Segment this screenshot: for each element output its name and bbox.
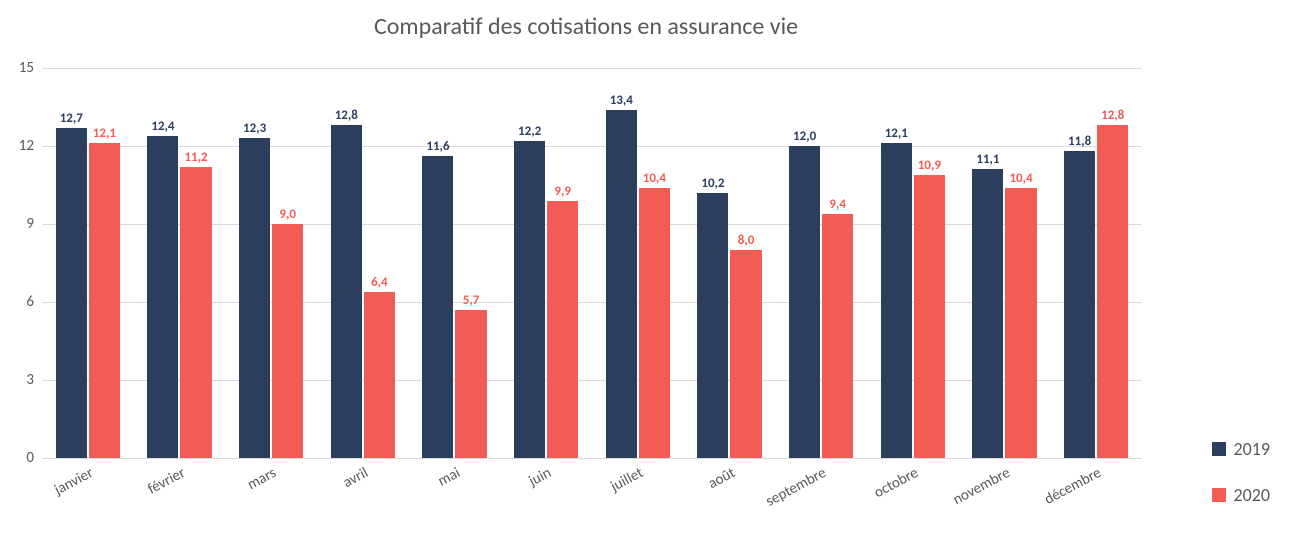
x-tick-label: février — [144, 464, 188, 499]
x-tick-label: janvier — [51, 464, 96, 499]
data-label: 10,9 — [918, 158, 941, 173]
x-tick-label: septembre — [763, 464, 830, 511]
bar-2020: 12,1 — [89, 143, 120, 458]
bar-group: 12,39,0 — [239, 68, 303, 458]
bar-2019: 11,6 — [422, 156, 453, 458]
bar-2020: 5,7 — [455, 310, 486, 458]
data-label: 12,4 — [151, 119, 174, 134]
bar-group: 11,65,7 — [422, 68, 486, 458]
x-tick-label: novembre — [950, 464, 1013, 509]
data-label: 12,8 — [335, 108, 358, 123]
legend-swatch-icon — [1212, 488, 1226, 502]
bar-group: 13,410,4 — [606, 68, 670, 458]
x-tick-label: juin — [526, 464, 555, 491]
x-tick-label: octobre — [871, 464, 921, 502]
bar-2019: 12,8 — [331, 125, 362, 458]
bar-2019: 12,7 — [56, 128, 87, 458]
bar-2020: 9,4 — [822, 214, 853, 458]
data-label: 8,0 — [738, 233, 755, 248]
legend-label: 2019 — [1234, 438, 1271, 460]
bar-group: 12,712,1 — [56, 68, 120, 458]
bar-group: 11,812,8 — [1064, 68, 1128, 458]
x-tick-label: mai — [435, 464, 463, 491]
data-label: 11,8 — [1068, 134, 1091, 149]
bar-group: 10,28,0 — [697, 68, 761, 458]
bar-2019: 12,0 — [789, 146, 820, 458]
bar-2019: 10,2 — [697, 193, 728, 458]
data-label: 10,4 — [643, 171, 666, 186]
bar-2020: 8,0 — [730, 250, 761, 458]
data-label: 12,8 — [1101, 108, 1124, 123]
bar-2020: 10,9 — [914, 175, 945, 458]
bar-2020: 6,4 — [364, 292, 395, 458]
bar-2019: 12,1 — [881, 143, 912, 458]
y-tick-label: 9 — [26, 215, 34, 233]
y-tick-label: 3 — [26, 371, 34, 389]
x-tick-label: juillet — [608, 464, 647, 496]
y-tick-label: 0 — [26, 449, 34, 467]
data-label: 13,4 — [610, 93, 633, 108]
data-label: 9,4 — [829, 197, 846, 212]
data-label: 12,7 — [60, 111, 83, 126]
chart-plot-area: 0369121512,712,112,411,212,39,012,86,411… — [42, 68, 1142, 458]
bar-2019: 12,3 — [239, 138, 270, 458]
bar-2020: 11,2 — [180, 167, 211, 458]
bar-2019: 11,8 — [1064, 151, 1095, 458]
data-label: 12,2 — [518, 124, 541, 139]
y-tick-label: 6 — [26, 293, 34, 311]
bar-group: 12,09,4 — [789, 68, 853, 458]
bar-2020: 10,4 — [639, 188, 670, 458]
bar-group: 12,411,2 — [147, 68, 211, 458]
data-label: 6,4 — [371, 275, 388, 290]
data-label: 12,0 — [793, 129, 816, 144]
legend-item: 2020 — [1212, 484, 1271, 506]
chart-x-axis-labels: janvier février mars avril mai juin juillet aoû… — [42, 460, 1142, 530]
bar-group: 12,86,4 — [331, 68, 395, 458]
data-label: 5,7 — [463, 293, 480, 308]
data-label: 12,1 — [93, 126, 116, 141]
data-label: 12,3 — [243, 121, 266, 136]
bar-2019: 12,4 — [147, 136, 178, 458]
data-label: 11,1 — [976, 152, 999, 167]
bar-2019: 12,2 — [514, 141, 545, 458]
bar-2020: 9,9 — [547, 201, 578, 458]
data-label: 9,9 — [554, 184, 571, 199]
x-tick-label: août — [705, 464, 738, 493]
legend-item: 2019 — [1212, 438, 1271, 460]
bar-2019: 11,1 — [972, 169, 1003, 458]
data-label: 9,0 — [279, 207, 296, 222]
bar-2020: 12,8 — [1097, 125, 1128, 458]
legend-label: 2020 — [1234, 484, 1271, 506]
chart-container: Comparatif des cotisations en assurance … — [0, 0, 1292, 553]
gridline — [42, 458, 1142, 459]
bar-group: 12,110,9 — [881, 68, 945, 458]
y-tick-label: 12 — [19, 137, 34, 155]
bar-2019: 13,4 — [606, 110, 637, 458]
data-label: 12,1 — [885, 126, 908, 141]
legend-swatch-icon — [1212, 442, 1226, 456]
data-label: 10,4 — [1009, 171, 1032, 186]
x-tick-label: avril — [340, 464, 371, 492]
x-tick-label: mars — [245, 464, 280, 494]
data-label: 11,2 — [184, 150, 207, 165]
data-label: 10,2 — [701, 176, 724, 191]
chart-title: Comparatif des cotisations en assurance … — [0, 12, 1172, 41]
x-tick-label: décembre — [1042, 464, 1105, 509]
bar-2020: 10,4 — [1005, 188, 1036, 458]
y-tick-label: 15 — [19, 59, 34, 77]
bar-2020: 9,0 — [272, 224, 303, 458]
data-label: 11,6 — [426, 139, 449, 154]
chart-legend: 2019 2020 — [1212, 438, 1271, 530]
bar-group: 12,29,9 — [514, 68, 578, 458]
bar-group: 11,110,4 — [972, 68, 1036, 458]
